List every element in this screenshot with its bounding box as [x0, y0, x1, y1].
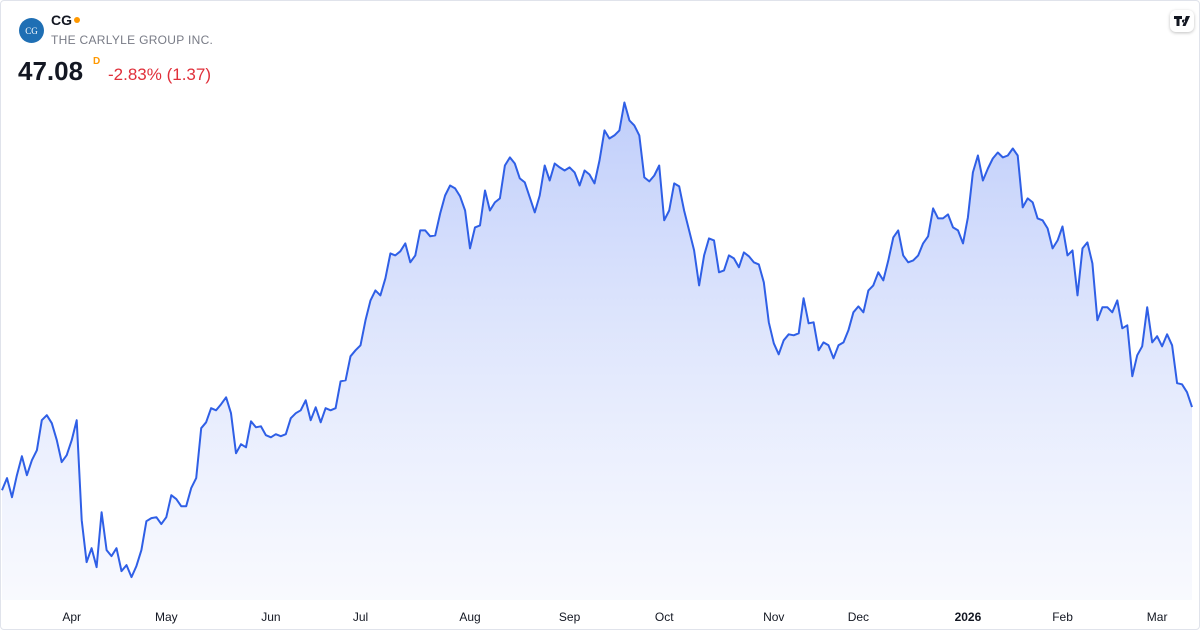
price: 47.08 — [18, 56, 84, 86]
area-fill — [2, 102, 1192, 600]
company-logo: CG — [19, 18, 44, 43]
price-change: -2.83% (1.37) — [108, 65, 211, 84]
x-tick-label: Jun — [261, 610, 280, 624]
x-tick-label: Dec — [848, 610, 869, 624]
logo-icon — [1174, 16, 1190, 26]
tradingview-logo[interactable] — [1170, 10, 1194, 32]
symbol[interactable]: CG — [51, 12, 72, 28]
x-tick-label: Feb — [1052, 610, 1073, 624]
market-status-dot — [74, 17, 80, 23]
price-line — [1, 101, 1193, 579]
x-tick-label: Aug — [459, 610, 480, 624]
x-tick-label: Sep — [559, 610, 581, 624]
x-tick-label: May — [155, 610, 178, 624]
x-tick-label: Mar — [1147, 610, 1168, 624]
x-tick-label: Nov — [763, 610, 784, 624]
x-tick-label: Jul — [353, 610, 368, 624]
x-tick-label: Apr — [62, 610, 81, 624]
company-name: THE CARLYLE GROUP INC. — [51, 33, 214, 47]
x-tick-label: Oct — [655, 610, 674, 624]
x-tick-label: 2026 — [955, 610, 982, 624]
interval: D — [93, 56, 101, 67]
